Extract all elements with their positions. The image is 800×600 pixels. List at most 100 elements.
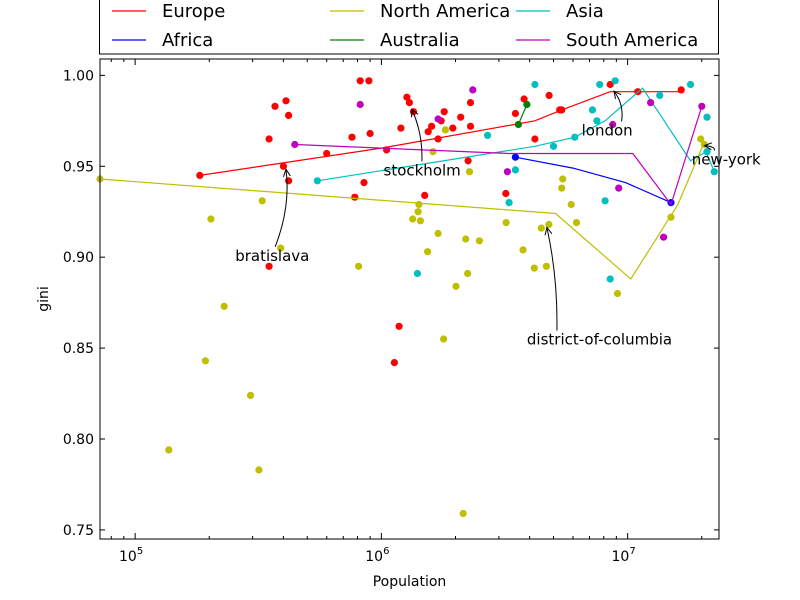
- data-point-europe: [356, 77, 364, 85]
- data-point-asia: [531, 80, 539, 89]
- data-point-europe: [279, 162, 287, 170]
- plot-frame: [99, 58, 720, 540]
- annotation-arrow-stockholm: [411, 109, 423, 162]
- data-point-europe: [285, 177, 293, 185]
- data-point-asia: [313, 177, 321, 185]
- data-point-asia: [505, 199, 513, 207]
- data-point-south-america: [698, 102, 706, 110]
- legend-box: [99, 0, 719, 55]
- legend-label-south-america: South America: [566, 30, 698, 51]
- data-point-north-america: [545, 220, 553, 229]
- y-axis-title: gini: [36, 286, 52, 312]
- annotation-label-district-of-columbia: district-of-columbia: [527, 331, 672, 349]
- legend-label-asia: Asia: [566, 1, 604, 22]
- data-point-europe: [360, 179, 368, 187]
- data-point-australia: [514, 120, 523, 129]
- data-point-europe: [403, 93, 411, 101]
- annotation-label-london: london: [582, 121, 633, 139]
- legend: Europe Africa North America Australia Asia So…: [112, 1, 698, 51]
- data-point-europe: [502, 189, 510, 198]
- data-point-europe: [466, 122, 475, 130]
- data-point-europe: [397, 124, 405, 132]
- data-point-asia: [703, 113, 711, 121]
- series-layer: [96, 77, 718, 518]
- data-point-europe: [531, 135, 539, 143]
- data-point-north-america: [441, 126, 449, 134]
- data-point-asia: [606, 275, 614, 283]
- data-point-europe: [395, 322, 403, 330]
- data-point-asia: [549, 142, 558, 150]
- data-point-north-america: [465, 168, 474, 176]
- data-point-europe: [464, 157, 472, 165]
- annotation-arrow-london: [613, 90, 623, 122]
- data-point-south-america: [647, 99, 655, 107]
- annotation-layer: bratislava stockholm london new-york distric…: [235, 90, 761, 349]
- data-point-europe: [348, 133, 356, 141]
- series-line-asia: [317, 87, 715, 182]
- data-point-north-america: [277, 244, 285, 252]
- data-point-north-america: [409, 215, 417, 223]
- data-point-europe: [196, 171, 204, 179]
- y-tick-label: 0.95: [63, 159, 94, 175]
- data-point-north-america: [255, 466, 263, 474]
- data-point-south-america: [434, 115, 442, 123]
- data-point-europe: [285, 111, 293, 119]
- data-point-europe: [421, 191, 429, 199]
- data-point-north-america: [355, 262, 363, 270]
- data-point-europe: [265, 262, 273, 270]
- data-point-south-america: [609, 120, 617, 129]
- annotation-label-new-york: new-york: [692, 151, 761, 169]
- data-point-north-america: [415, 200, 423, 209]
- series-line-north-america: [99, 144, 704, 280]
- data-point-asia: [703, 148, 711, 156]
- x-axis-title: Population: [373, 574, 447, 590]
- data-point-north-america: [667, 213, 675, 221]
- data-point-north-america: [434, 229, 442, 238]
- data-point-europe: [457, 113, 465, 121]
- data-point-north-america: [246, 391, 255, 399]
- data-point-asia: [601, 197, 609, 205]
- legend-label-north-america: North America: [380, 1, 510, 22]
- data-point-north-america: [613, 289, 622, 298]
- data-point-asia: [413, 269, 421, 278]
- data-point-north-america: [429, 148, 437, 156]
- data-point-europe: [428, 122, 436, 130]
- data-point-europe: [390, 359, 398, 367]
- data-point-north-america: [207, 215, 215, 223]
- data-point-north-america: [530, 264, 538, 272]
- data-point-europe: [366, 129, 374, 138]
- data-point-north-america: [165, 446, 173, 454]
- data-point-north-america: [258, 197, 266, 205]
- data-point-north-america: [424, 248, 432, 256]
- legend-label-africa: Africa: [162, 30, 213, 51]
- data-point-north-america: [519, 246, 527, 254]
- y-tick-label: 0.75: [63, 523, 94, 539]
- annotation-label-stockholm: stockholm: [384, 161, 461, 179]
- data-point-africa: [511, 153, 519, 161]
- data-point-north-america: [452, 282, 460, 290]
- series-line-south-america: [294, 106, 703, 206]
- annotation-arrowhead-bratislava: [283, 168, 291, 178]
- annotation-arrowhead-district-of-columbia: [544, 226, 553, 236]
- plot-area: [100, 59, 719, 539]
- data-point-europe: [434, 135, 442, 143]
- data-point-europe: [449, 124, 457, 132]
- data-point-europe: [677, 86, 685, 94]
- data-point-europe: [323, 149, 331, 158]
- legend-label-europe: Europe: [162, 1, 225, 22]
- data-point-australia: [523, 100, 531, 109]
- x-tick-label: 107: [612, 546, 636, 565]
- series-line-europe: [199, 91, 682, 176]
- ticks-layer: 0.75 0.80 0.85 0.90 0.95 1.00 105 106 107: [63, 59, 719, 565]
- series-line-australia: [517, 104, 528, 125]
- data-point-asia: [511, 166, 519, 174]
- data-point-asia: [611, 77, 619, 85]
- x-tick-label: 105: [119, 546, 143, 565]
- data-point-asia: [686, 80, 695, 89]
- y-tick-label: 0.85: [63, 341, 94, 357]
- data-point-europe: [282, 97, 290, 105]
- data-point-south-america: [469, 86, 477, 94]
- data-point-north-america: [572, 219, 581, 227]
- data-point-north-america: [567, 200, 575, 209]
